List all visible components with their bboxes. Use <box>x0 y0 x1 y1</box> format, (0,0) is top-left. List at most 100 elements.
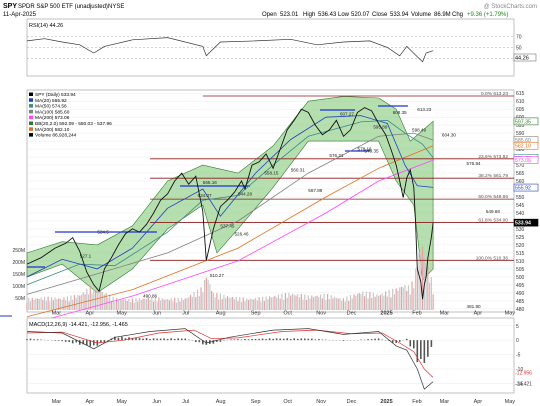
volume-bar <box>172 301 174 310</box>
macd-hist-bar <box>395 340 398 344</box>
volume-bar <box>314 296 316 310</box>
volume-bar <box>247 300 250 310</box>
volume-bar <box>293 294 295 310</box>
volume-bar <box>54 297 56 310</box>
price-annotation: 608.35 <box>393 110 407 115</box>
price-tag: 585.60 <box>515 138 531 144</box>
volume-bar <box>116 298 118 310</box>
volume-bar <box>56 299 58 310</box>
volume-bar <box>312 297 315 310</box>
volume-bar <box>386 296 389 310</box>
macd-hist-bar <box>416 340 419 363</box>
volume-bar <box>298 297 301 310</box>
macd-hist-bar <box>360 339 362 341</box>
volume-bar <box>156 301 158 310</box>
volume-bar <box>133 302 135 310</box>
price-annotation: 598.49 <box>412 128 426 133</box>
x-axis-label: Apr <box>86 399 95 405</box>
header: SPY SPDR S&P 500 ETF (unadjusted) NYSE 1… <box>3 3 537 18</box>
volume-tick: 200M <box>12 260 25 266</box>
volume-bar <box>232 297 234 310</box>
macd-tick: 5 <box>516 324 519 330</box>
price-tick: 510 <box>516 259 525 265</box>
volume-tick: 50M <box>15 296 25 302</box>
macd-hist-bar <box>420 340 422 360</box>
macd-hist-bar <box>26 339 28 341</box>
volume-bar <box>198 296 200 310</box>
legend-swatch <box>29 104 33 108</box>
x-axis-label-mid: Feb <box>412 311 421 317</box>
macd-hist-bar <box>142 338 144 341</box>
legend-entry: Volume 86,928,244 <box>35 133 77 139</box>
macd-hist-bar <box>82 340 85 345</box>
price-annotation: 595.89 <box>373 124 387 129</box>
volume-bar <box>144 298 146 310</box>
volume-bar <box>270 297 272 310</box>
macd-hist-bar <box>240 339 243 341</box>
ma50-line <box>26 119 434 286</box>
volume-bar <box>302 299 304 310</box>
macd-hist-bar <box>114 336 116 341</box>
x-axis-label: Sep <box>251 399 261 405</box>
price-tick: 610 <box>516 99 525 105</box>
price-annotation: 560.31 <box>291 167 305 172</box>
volume-bar <box>358 293 360 310</box>
open-label: Open <box>262 12 277 18</box>
volume-bar <box>325 299 327 310</box>
volume-bar <box>367 298 369 310</box>
price-line <box>26 107 434 300</box>
macd-hist-bar <box>289 339 292 341</box>
volume-bars <box>26 246 434 310</box>
macd-hist-bar <box>135 337 137 341</box>
legend-entry: SPY (Daily) 533.94 <box>35 92 76 98</box>
volume-bar <box>279 298 281 310</box>
macd-hist-bar <box>145 338 148 341</box>
volume-bar <box>61 299 63 310</box>
x-axis-label: 2025 <box>380 399 392 405</box>
volume-bar <box>261 296 264 310</box>
volume-bar <box>376 294 378 310</box>
volume-bar <box>36 298 39 310</box>
volume-bar <box>388 289 390 310</box>
volume-bar <box>274 295 276 310</box>
volume-bar <box>332 298 334 310</box>
volume-bar <box>186 297 188 310</box>
price-tick: 530 <box>516 227 525 233</box>
volume-bar <box>179 301 181 310</box>
legend-entry: MA(200) 573.06 <box>35 115 70 121</box>
volume-bar <box>228 297 230 310</box>
volume-bar <box>191 296 193 310</box>
open-value: 523.01 <box>280 12 299 18</box>
price-annotation: 565.16 <box>203 180 217 185</box>
volume-tick: 100M <box>12 284 25 290</box>
volume-bar <box>290 295 292 310</box>
volume-bar <box>35 298 37 310</box>
macd-hist-bar <box>275 338 278 341</box>
price-annotation: 604.30 <box>442 132 456 137</box>
volume-bar <box>381 293 383 310</box>
x-axis-label-mid: Apr <box>86 311 95 317</box>
macd-hist-bar <box>163 338 165 341</box>
macd-tick: -15 <box>516 381 523 387</box>
macd-panel: MACD(12,26,9) -14.421, -12.956, -1.465 5… <box>26 317 532 394</box>
macd-hist-bar <box>286 338 289 341</box>
volume-bar <box>181 297 183 310</box>
volume-bar <box>91 293 93 310</box>
volume-bar <box>427 266 429 310</box>
x-axis-label-mid: Jul <box>182 311 189 317</box>
volume-bar <box>135 298 137 310</box>
volume-bar <box>335 297 338 310</box>
price-tick: 500 <box>516 275 525 281</box>
support-resistance-lines <box>27 105 408 268</box>
volume-bar <box>45 301 47 310</box>
volume-tick: 150M <box>12 272 25 278</box>
x-axis-label-mid: May <box>117 311 128 317</box>
volume-bar <box>346 296 348 310</box>
price-annotation: 544.28 <box>238 191 252 196</box>
rsi-level-label: 50 <box>516 46 522 52</box>
volume-bar <box>112 296 114 310</box>
volume-bar <box>140 299 142 310</box>
price-annotation: 510.27 <box>210 273 224 278</box>
volume-bar <box>342 298 345 310</box>
